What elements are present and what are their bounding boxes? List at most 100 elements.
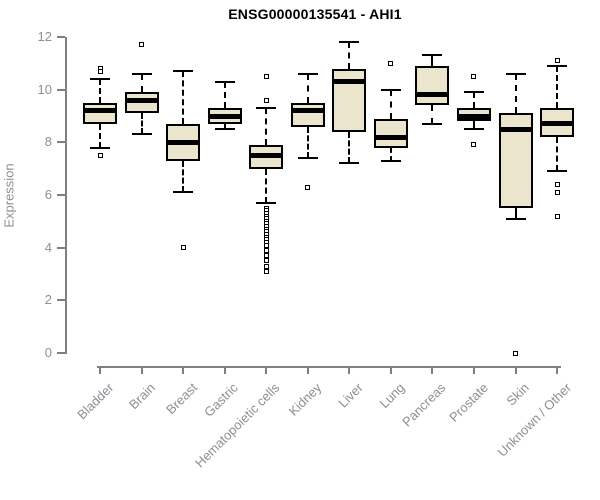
- y-tick-label: 2: [44, 292, 52, 308]
- y-tick-label: 8: [44, 134, 52, 150]
- x-axis-line: [97, 366, 561, 368]
- median-kidney: [290, 108, 325, 114]
- y-axis-label: Expression: [1, 163, 17, 228]
- x-tick-label-skin: Skin: [503, 380, 533, 409]
- median-skin: [498, 126, 533, 132]
- y-tick-label: 0: [44, 345, 52, 360]
- median-brain: [124, 97, 159, 103]
- median-unknown-other: [540, 121, 575, 127]
- outlier-lung: [388, 60, 394, 66]
- x-tick: [306, 366, 309, 374]
- outlier-brain: [139, 42, 145, 48]
- whisker-cap-low-prostate: [463, 128, 484, 131]
- median-liver: [332, 79, 367, 85]
- whisker-low-brain: [140, 113, 143, 135]
- whisker-cap-high-bladder: [90, 78, 110, 81]
- x-tick: [140, 366, 143, 374]
- x-tick: [556, 366, 559, 374]
- whisker-cap-high-unknown-other: [547, 64, 568, 67]
- median-breast: [166, 139, 201, 145]
- outlier-unknown-other: [554, 213, 560, 219]
- whisker-cap-high-liver: [339, 41, 360, 44]
- whisker-high-bladder: [99, 79, 101, 103]
- outlier-hematopoietic-cells: [263, 247, 269, 253]
- whisker-cap-high-pancreas: [422, 54, 443, 57]
- x-tick-label-breast: Breast: [162, 380, 200, 418]
- whisker-cap-low-liver: [339, 162, 360, 165]
- whisker-cap-low-breast: [173, 191, 194, 194]
- whisker-cap-low-lung: [380, 159, 401, 162]
- x-tick-label-brain: Brain: [126, 380, 159, 413]
- y-tick-label: 4: [44, 239, 52, 255]
- y-tick-label: 12: [37, 29, 52, 44]
- whisker-cap-high-skin: [505, 72, 526, 75]
- x-tick: [431, 366, 434, 374]
- outlier-prostate: [471, 74, 477, 79]
- chart-title: ENSG00000135541 - AHI1: [228, 6, 402, 22]
- whisker-cap-low-brain: [131, 133, 152, 136]
- whisker-low-hematopoietic-cells: [265, 168, 268, 203]
- x-tick-label-unknown-other: Unknown / Other: [494, 380, 574, 460]
- outlier-unknown-other: [554, 181, 560, 187]
- whisker-low-gastric: [223, 123, 226, 130]
- y-axis-line: [65, 37, 67, 354]
- x-tick: [265, 366, 268, 374]
- box-kidney: [290, 102, 325, 127]
- box-lung: [373, 118, 408, 148]
- outlier-hematopoietic-cells: [263, 263, 269, 269]
- whisker-cap-high-prostate: [463, 91, 484, 94]
- whisker-low-prostate: [472, 121, 475, 130]
- whisker-low-skin: [514, 208, 517, 219]
- whisker-high-prostate: [472, 92, 475, 109]
- x-tick-label-prostate: Prostate: [445, 380, 491, 425]
- whisker-cap-high-lung: [380, 88, 401, 91]
- whisker-high-hematopoietic-cells: [265, 108, 268, 145]
- outlier-unknown-other: [554, 189, 560, 195]
- y-tick: [57, 36, 65, 38]
- y-tick: [57, 88, 65, 91]
- whisker-low-lung: [389, 147, 392, 161]
- x-tick-label-pancreas: Pancreas: [399, 380, 450, 430]
- y-tick-label: 6: [44, 187, 52, 202]
- outlier-skin: [513, 350, 518, 356]
- whisker-cap-high-hematopoietic-cells: [256, 107, 277, 110]
- x-tick-label-lung: Lung: [376, 380, 408, 412]
- whisker-high-brain: [140, 73, 143, 93]
- x-tick-label-gastric: Gastric: [201, 380, 242, 420]
- y-tick-label: 10: [37, 81, 52, 97]
- whisker-cap-low-skin: [505, 217, 526, 220]
- median-bladder: [83, 108, 117, 114]
- whisker-low-liver: [348, 131, 351, 164]
- outlier-hematopoietic-cells: [263, 253, 269, 259]
- x-tick: [472, 366, 475, 374]
- whisker-high-breast: [182, 71, 185, 124]
- whisker-high-lung: [389, 89, 392, 119]
- whisker-high-pancreas: [431, 55, 434, 66]
- x-tick: [99, 366, 101, 374]
- outlier-breast: [180, 245, 186, 251]
- whisker-cap-high-brain: [131, 72, 152, 75]
- whisker-high-kidney: [306, 73, 309, 103]
- outlier-hematopoietic-cells: [263, 258, 269, 264]
- box-pancreas: [415, 65, 450, 106]
- y-tick: [57, 194, 65, 196]
- whisker-cap-low-bladder: [90, 146, 110, 149]
- x-tick-label-bladder: Bladder: [74, 380, 117, 423]
- median-prostate: [456, 113, 491, 119]
- y-tick: [57, 299, 65, 302]
- whisker-cap-low-kidney: [297, 157, 318, 160]
- whisker-low-kidney: [306, 126, 309, 159]
- box-brain: [124, 92, 159, 114]
- outlier-hematopoietic-cells: [263, 97, 269, 103]
- x-tick: [348, 366, 351, 374]
- whisker-low-pancreas: [431, 105, 434, 124]
- x-tick: [223, 366, 226, 374]
- whisker-high-gastric: [223, 81, 226, 109]
- outlier-hematopoietic-cells: [263, 268, 269, 274]
- whisker-cap-low-pancreas: [422, 122, 443, 125]
- whisker-low-unknown-other: [556, 137, 559, 172]
- whisker-cap-high-kidney: [297, 72, 318, 75]
- x-tick: [514, 366, 517, 374]
- outlier-bladder: [97, 153, 103, 158]
